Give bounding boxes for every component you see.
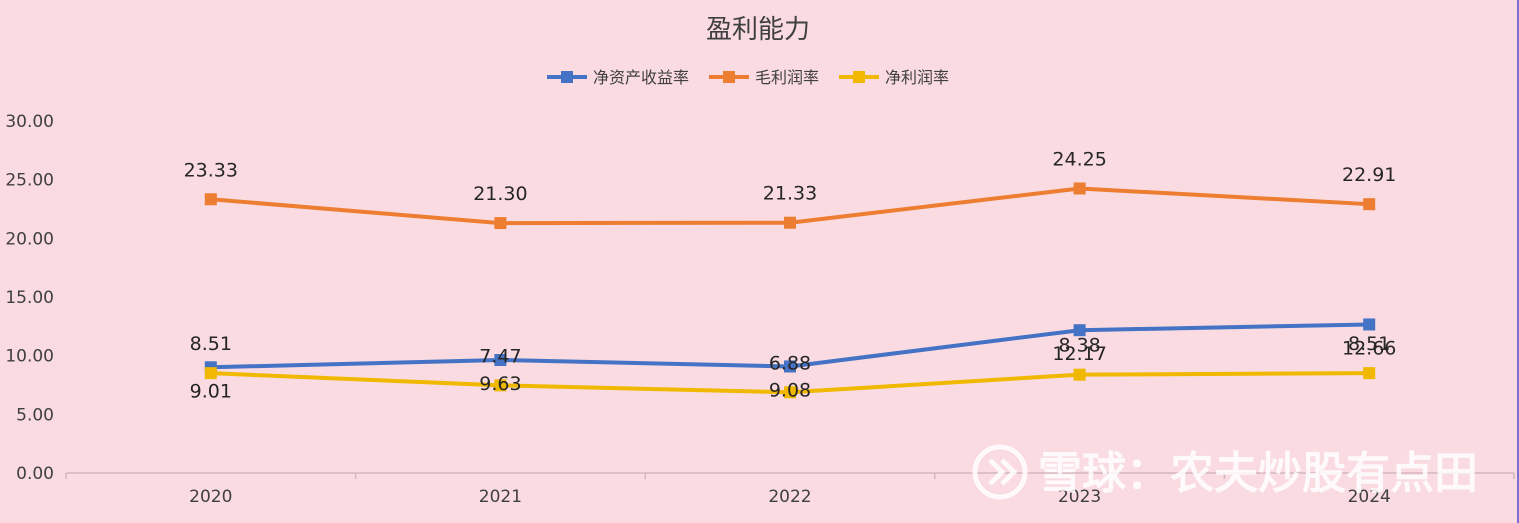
legend-marker <box>723 71 735 83</box>
data-label: 8.51 <box>1348 333 1390 355</box>
legend-label: 毛利润率 <box>755 68 819 87</box>
data-point <box>1363 318 1376 331</box>
series <box>204 182 1376 230</box>
chart-title: 盈利能力 <box>706 15 810 45</box>
data-point <box>1073 368 1086 381</box>
data-label: 21.33 <box>763 183 817 205</box>
series-layer <box>204 182 1376 399</box>
legend-item: 净利润率 <box>839 68 949 87</box>
y-tick-label: 25.00 <box>5 171 54 191</box>
x-tick-label: 2020 <box>189 487 232 507</box>
data-label: 9.63 <box>479 373 521 395</box>
data-label: 9.08 <box>769 379 811 401</box>
snowball-logo-icon <box>972 444 1028 500</box>
right-border <box>1517 0 1519 523</box>
data-point <box>494 379 507 392</box>
x-tick-label: 2024 <box>1348 487 1391 507</box>
data-label: 8.38 <box>1058 335 1100 357</box>
data-label: 23.33 <box>184 159 238 181</box>
x-tick-label: 2021 <box>479 487 522 507</box>
legend-label: 净利润率 <box>885 68 949 87</box>
data-label: 6.88 <box>769 352 811 374</box>
x-tick-label: 2022 <box>768 487 811 507</box>
data-label: 24.25 <box>1052 148 1106 170</box>
y-axis: 0.00 5.00 10.00 15.00 20.00 25.00 30.00 <box>5 112 54 484</box>
y-tick-label: 30.00 <box>5 112 54 132</box>
y-tick-label: 20.00 <box>5 229 54 249</box>
legend-marker <box>853 71 865 83</box>
series <box>204 318 1376 374</box>
data-label: 12.66 <box>1342 337 1396 359</box>
data-label: 21.30 <box>473 183 527 205</box>
data-label-layer: 9.01 9.63 9.08 12.17 12.66 23.33 21.30 21.33 24.… <box>184 148 1397 402</box>
data-label: 22.91 <box>1342 164 1396 186</box>
data-point <box>784 216 796 229</box>
series <box>204 367 1376 399</box>
x-tick-label: 2023 <box>1058 487 1101 507</box>
legend-item: 毛利润率 <box>709 68 819 87</box>
data-label: 8.51 <box>190 333 232 355</box>
y-tick-label: 5.00 <box>16 405 54 425</box>
data-point <box>494 354 507 367</box>
y-tick-label: 10.00 <box>5 347 54 367</box>
data-point <box>1073 182 1086 195</box>
data-point <box>784 386 796 399</box>
data-point <box>204 193 217 206</box>
data-label: 7.47 <box>479 345 521 367</box>
data-label: 12.17 <box>1052 343 1106 365</box>
legend-marker <box>561 71 573 83</box>
data-point <box>1363 367 1376 380</box>
data-point <box>1363 198 1376 211</box>
data-point <box>204 367 217 380</box>
legend-label: 净资产收益率 <box>593 68 689 87</box>
watermark-text: 雪球：农夫炒股有点田 <box>1038 448 1478 499</box>
data-point <box>784 360 796 373</box>
watermark: 雪球：农夫炒股有点田 <box>972 444 1478 500</box>
y-tick-label: 15.00 <box>5 288 54 308</box>
data-label: 9.01 <box>190 380 232 402</box>
chart-legend: 净资产收益率 毛利润率 净利润率 <box>547 68 949 87</box>
data-point <box>494 217 507 230</box>
legend-item: 净资产收益率 <box>547 68 689 87</box>
x-axis: 2020 2021 2022 2023 2024 <box>65 472 1515 507</box>
data-point <box>1073 324 1086 337</box>
y-tick-label: 0.00 <box>16 464 54 484</box>
